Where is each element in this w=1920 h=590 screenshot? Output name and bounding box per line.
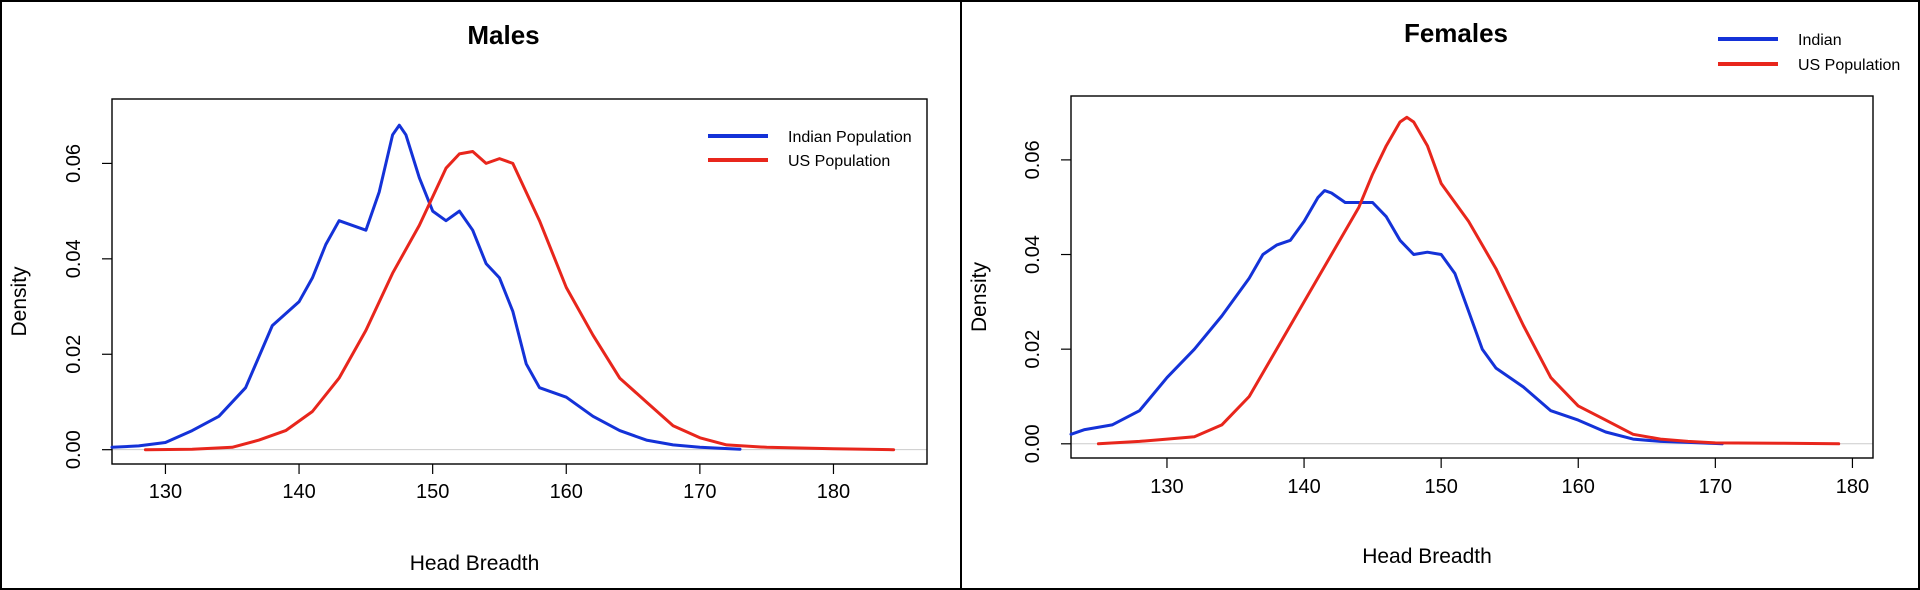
plot-frame — [1070, 95, 1874, 459]
x-axis-label: Head Breadth — [410, 552, 540, 575]
x-tick-label: 180 — [1836, 476, 1869, 498]
x-tick-label: 130 — [149, 481, 182, 503]
x-tick-label: 180 — [817, 481, 850, 503]
y-tick-label: 0.02 — [63, 335, 85, 374]
x-tick-label: 160 — [550, 481, 583, 503]
y-tick-label: 0.06 — [63, 144, 85, 183]
panel-divider — [960, 2, 962, 588]
x-tick-label: 140 — [282, 481, 315, 503]
chart-title: Females — [1404, 18, 1508, 48]
legend-label: US Population — [1798, 57, 1900, 74]
series-line-us-population — [143, 150, 896, 452]
x-tick-label: 150 — [416, 481, 449, 503]
x-axis-label: Head Breadth — [1362, 545, 1492, 568]
legend-label: US Population — [788, 153, 890, 170]
x-tick-label: 140 — [1287, 476, 1320, 498]
legend-label: Indian — [1798, 32, 1842, 49]
y-tick-label: 0.06 — [1022, 140, 1044, 179]
y-tick-label: 0.04 — [1022, 235, 1044, 274]
legend-label: Indian Population — [788, 129, 912, 146]
y-tick-label: 0.00 — [1022, 424, 1044, 463]
x-tick-label: 150 — [1424, 476, 1457, 498]
chart-title: Males — [467, 20, 539, 50]
x-tick-label: 130 — [1150, 476, 1183, 498]
series-line-us-population — [1096, 115, 1841, 446]
y-axis-label: Density — [8, 266, 31, 337]
x-tick-label: 160 — [1562, 476, 1595, 498]
y-tick-label: 0.00 — [63, 430, 85, 469]
y-axis-label: Density — [968, 261, 991, 332]
females-chart-panel: Females 130 140 150 160 170 180 0.00 0.02 0.04 0.0… — [962, 2, 1918, 588]
x-tick-label: 170 — [1699, 476, 1732, 498]
y-tick-label: 0.04 — [63, 239, 85, 278]
females-density-chart: Females 130 140 150 160 170 180 0.00 0.02 0.04 0.0… — [968, 18, 1900, 568]
males-chart-panel: Males 130 140 150 160 170 180 0.00 0.02 0.04 0.06 H… — [2, 2, 960, 588]
y-tick-label: 0.02 — [1022, 330, 1044, 369]
x-tick-label: 170 — [683, 481, 716, 503]
males-density-chart: Males 130 140 150 160 170 180 0.00 0.02 0.04 0.06 H… — [8, 20, 928, 575]
series-line-indian — [1069, 189, 1724, 446]
plot-frame — [111, 98, 928, 465]
series-line-indian-population — [110, 123, 742, 451]
